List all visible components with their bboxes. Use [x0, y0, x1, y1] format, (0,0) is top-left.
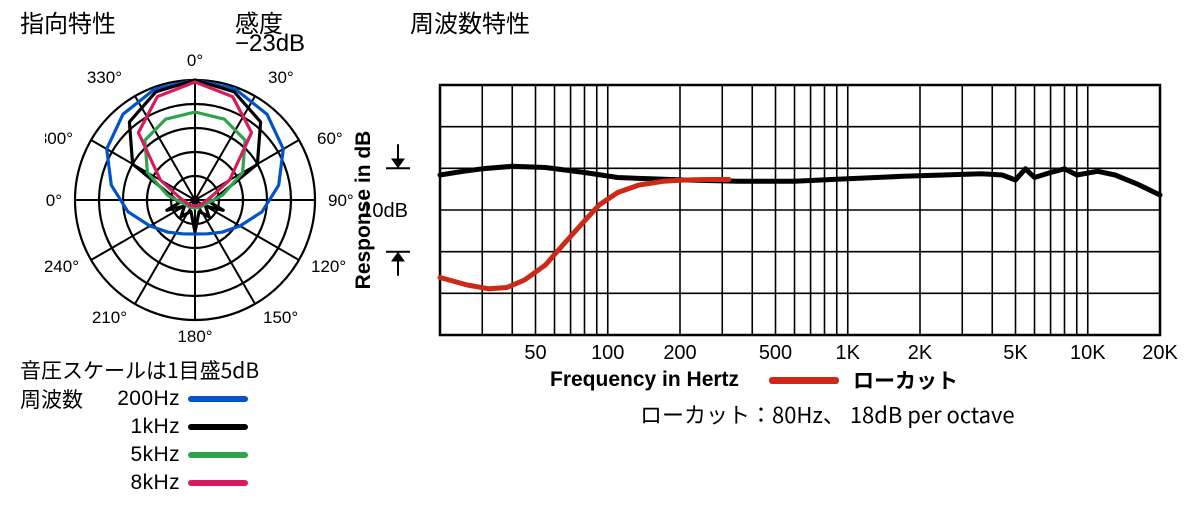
lowcut-swatch [769, 377, 839, 384]
polar-legend-freq: 8kHz [105, 471, 188, 495]
polar-legend-swatch [188, 452, 248, 458]
polar-chart: 0°30°60°90°120°150°180°210°240°270°300°3… [45, 40, 355, 360]
polar-angle-label: 330° [87, 68, 122, 87]
polar-legend-swatch [188, 480, 248, 486]
polar-caption: 音圧スケールは1目盛5dB [20, 355, 259, 385]
freq-x-axis-label: Frequency in Hertz [550, 368, 739, 392]
polar-legend-row: 周波数200Hz [20, 385, 248, 413]
polar-legend: 周波数200Hz1kHz5kHz8kHz [20, 385, 248, 497]
polar-title: 指向特性 [20, 4, 116, 39]
polar-angle-label: 0° [187, 51, 203, 70]
polar-legend-row: 8kHz [20, 469, 248, 497]
polar-legend-row: 1kHz [20, 413, 248, 441]
freq-x-tick: 50 [524, 342, 546, 364]
freq-x-tick: 5K [1003, 342, 1028, 364]
polar-legend-head: 周波数 [20, 384, 105, 414]
polar-angle-label: 120° [311, 257, 346, 276]
polar-legend-freq: 200Hz [105, 387, 188, 411]
freq-x-tick: 100 [591, 342, 624, 364]
polar-angle-label: 60° [317, 129, 343, 148]
freq-legend: Frequency in Hertz ローカット [550, 365, 958, 395]
lowcut-legend-label: ローカット [853, 365, 958, 395]
polar-angle-label: 240° [45, 257, 79, 276]
polar-angle-label: 210° [92, 308, 127, 327]
polar-angle-label: 150° [263, 308, 298, 327]
freq-curve-flat [440, 166, 1160, 195]
freq-x-tick: 10K [1070, 342, 1106, 364]
freq-x-tick: 1K [836, 342, 861, 364]
polar-legend-freq: 5kHz [105, 443, 188, 467]
freq-chart: 501002005001K2K5K10K20KResponse in dB10d… [350, 45, 1180, 365]
polar-angle-label: 270° [45, 191, 62, 210]
freq-x-tick: 200 [663, 342, 696, 364]
polar-legend-freq: 1kHz [105, 415, 188, 439]
polar-legend-row: 5kHz [20, 441, 248, 469]
polar-angle-label: 300° [45, 129, 73, 148]
polar-legend-swatch [188, 396, 248, 402]
polar-legend-swatch [188, 424, 248, 430]
polar-angle-label: 180° [177, 327, 212, 346]
freq-x-tick: 500 [759, 342, 792, 364]
freq-x-tick: 20K [1142, 342, 1178, 364]
freq-title: 周波数特性 [410, 4, 530, 39]
polar-angle-label: 30° [268, 68, 294, 87]
ten-db-label: 10dB [361, 200, 408, 222]
freq-note: ローカット：80Hz、 18dB per octave [640, 398, 1015, 430]
freq-x-tick: 2K [908, 342, 933, 364]
